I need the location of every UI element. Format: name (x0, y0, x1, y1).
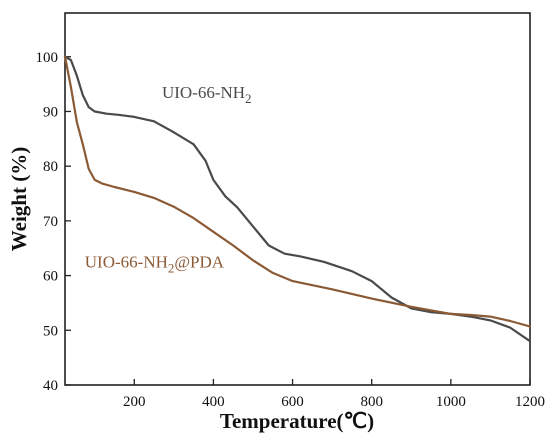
y-tick-label: 100 (36, 50, 59, 66)
axis-ticks: 200 400 600 800 1000 1200 40 50 60 70 80 90 100 (36, 50, 546, 410)
x-tick-label: 200 (123, 394, 146, 410)
series-label-subscript: 2 (245, 91, 252, 106)
y-tick-label: 70 (43, 214, 58, 230)
series-label-subscript: 2 (168, 260, 175, 275)
x-axis-title: Temperature(℃) (220, 409, 374, 433)
series-label-main: UIO-66-NH (85, 252, 168, 271)
series-line-1 (63, 55, 532, 343)
y-tick-label: 60 (43, 269, 58, 285)
y-tick-label: 90 (43, 104, 58, 120)
y-tick-label: 50 (43, 323, 58, 339)
plot-frame (64, 12, 531, 386)
x-tick-label: 1000 (436, 394, 466, 410)
x-tick-label: 400 (202, 394, 225, 410)
series-label-suffix: @PDA (174, 252, 224, 271)
x-tick-label: 600 (281, 394, 304, 410)
y-tick-label: 40 (43, 378, 58, 394)
y-axis-title: Weight (%) (7, 147, 31, 251)
x-tick-label: 800 (360, 394, 383, 410)
y-tick-label: 80 (43, 159, 58, 175)
series-line-2 (63, 55, 532, 328)
series-lines (63, 55, 532, 343)
x-tick-label: 1200 (515, 394, 545, 410)
series-label-main: UIO-66-NH (162, 83, 245, 102)
series-label-2: UIO-66-NH2@PDA (85, 252, 225, 275)
series-label-1: UIO-66-NH2 (162, 83, 252, 106)
